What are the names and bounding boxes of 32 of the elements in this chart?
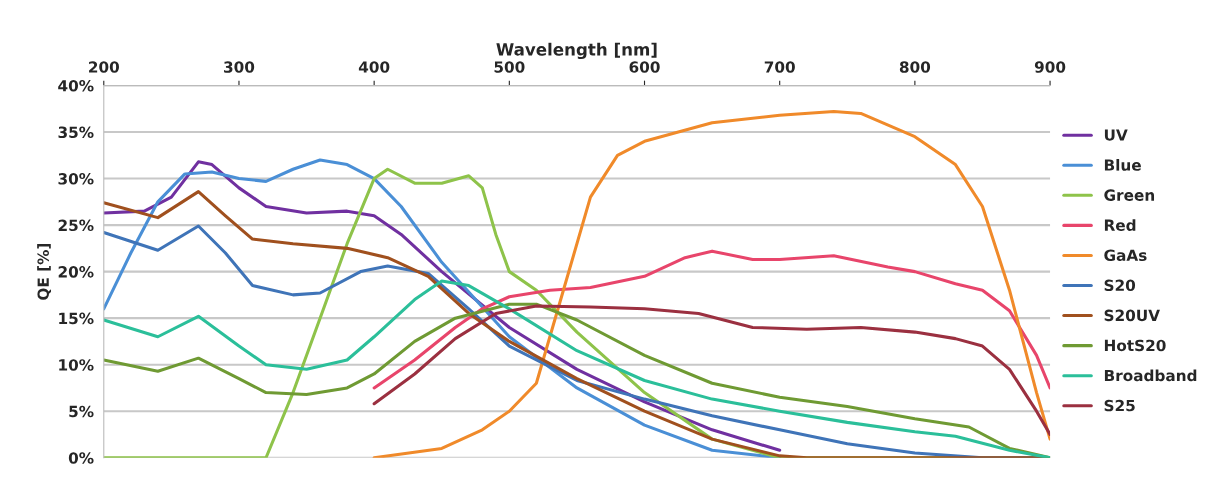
y-tick-label: 0% <box>68 452 94 464</box>
x-tick-label: 200 <box>89 61 119 73</box>
legend-label: Broadband <box>1104 369 1197 382</box>
y-tick-label: 40% <box>58 79 94 92</box>
y-tick-label: 20% <box>58 266 94 278</box>
legend-label: UV <box>1104 129 1128 141</box>
x-tick-label: 300 <box>224 61 255 73</box>
line-series <box>372 110 1051 458</box>
y-tick-label: 35% <box>58 126 94 139</box>
y-tick-label: 25% <box>58 219 94 232</box>
x-axis-title: Wavelength [nm] <box>496 42 657 60</box>
legend-label: Green <box>1104 189 1155 201</box>
legend-label: GaAs <box>1104 249 1147 262</box>
legend-label: Blue <box>1104 159 1141 171</box>
line-series <box>372 304 1051 436</box>
x-tick-label: 500 <box>494 61 525 73</box>
legend-label: S25 <box>1104 399 1135 412</box>
y-tick-label: 10% <box>59 359 94 371</box>
legend-label: HotS20 <box>1104 339 1166 352</box>
x-tick-label: 900 <box>1034 61 1066 73</box>
legend-label: S20 <box>1104 279 1136 292</box>
x-tick-label: 700 <box>764 61 795 73</box>
x-tick-label: 400 <box>358 61 390 73</box>
legend-label: Red <box>1104 219 1136 231</box>
x-tick-label: 600 <box>629 61 660 73</box>
y-tick-label: 30% <box>58 173 94 185</box>
y-tick-label: 5% <box>69 405 94 418</box>
legend-label: S20UV <box>1104 309 1160 322</box>
y-axis-title: QE [%] <box>37 243 51 300</box>
line-series <box>372 249 1051 390</box>
y-tick-label: 15% <box>59 312 94 325</box>
x-tick-label: 800 <box>899 61 931 73</box>
